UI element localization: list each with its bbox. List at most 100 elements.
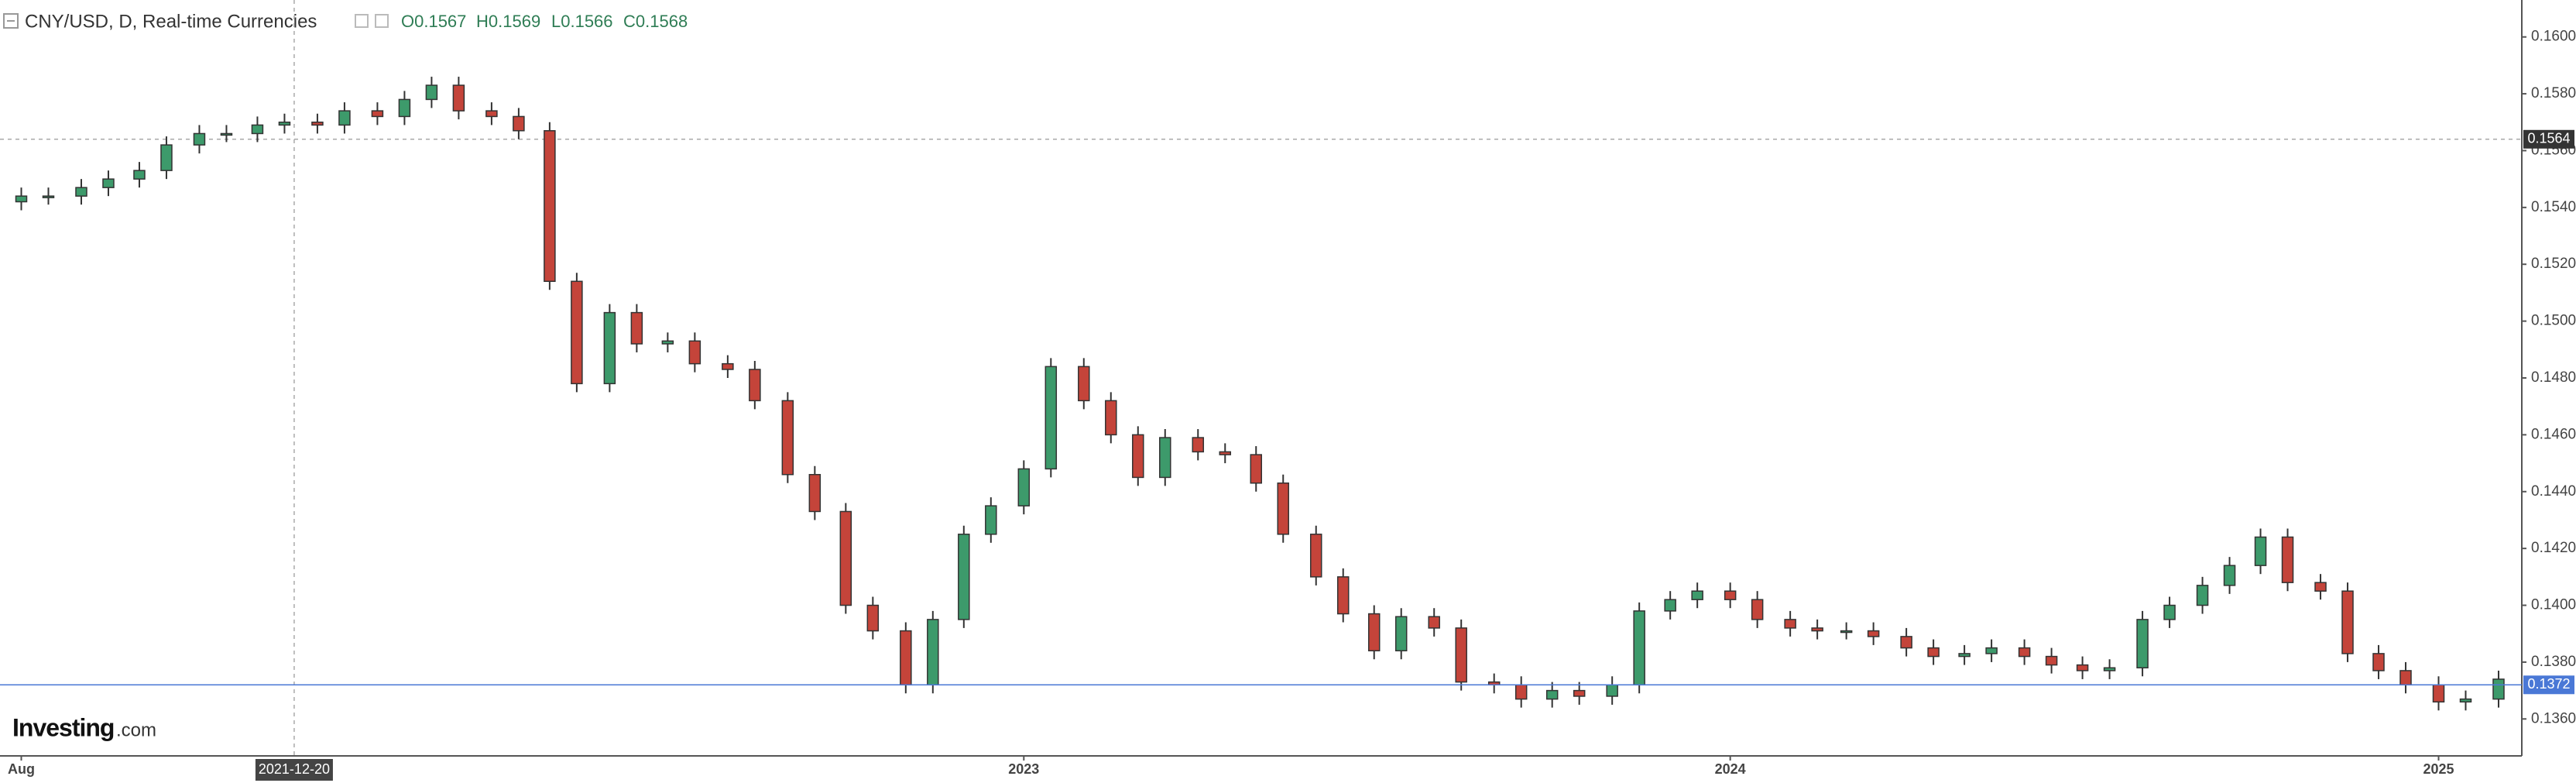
candle-body xyxy=(1132,434,1144,479)
y-tick-label: 0.1460 xyxy=(2531,426,2576,442)
collapse-icon[interactable] xyxy=(3,13,19,29)
candle-body xyxy=(985,505,997,535)
candle-body xyxy=(338,110,351,126)
candle-body xyxy=(513,115,525,132)
y-tick-label: 0.1500 xyxy=(2531,313,2576,329)
candle-body xyxy=(722,362,734,370)
candle-body xyxy=(311,122,324,126)
y-tick-label: 0.1400 xyxy=(2531,597,2576,613)
candle-body xyxy=(630,311,643,345)
candle-body xyxy=(102,178,115,188)
candle-body xyxy=(2076,664,2089,671)
candle-body xyxy=(371,110,384,118)
close-icon[interactable] xyxy=(375,14,389,28)
last-price-label: 0.1372 xyxy=(2527,676,2570,692)
candle-body xyxy=(1250,454,1263,484)
candle-body xyxy=(2459,698,2472,703)
candle-body xyxy=(1664,599,1676,612)
candle-body xyxy=(571,280,583,385)
candle-body xyxy=(133,170,146,180)
candle-body xyxy=(2045,655,2058,666)
last-price-box xyxy=(2523,675,2574,695)
candle-body xyxy=(1840,630,1853,634)
candle-body xyxy=(661,340,674,345)
candle-body xyxy=(1105,400,1117,436)
candle-body xyxy=(1751,599,1764,620)
symbol-title: CNY/USD, D, Real-time Currencies xyxy=(25,11,317,32)
candle-body xyxy=(900,630,912,686)
candle-body xyxy=(2281,536,2294,583)
candle-body xyxy=(1044,366,1058,470)
candle-body xyxy=(193,132,206,146)
candle-body xyxy=(1724,590,1737,600)
candle-body xyxy=(1336,576,1350,615)
y-tick-label: 0.1540 xyxy=(2531,199,2576,215)
candle-body xyxy=(927,619,939,686)
candle-body xyxy=(1545,689,1559,700)
candle-body xyxy=(603,311,616,385)
candle-body xyxy=(1277,483,1289,535)
crosshair-price-label: 0.1564 xyxy=(2527,131,2570,146)
candle-body xyxy=(2223,565,2236,586)
candle-body xyxy=(1219,451,1232,455)
crosshair-date-label: 2021-12-20 xyxy=(259,761,330,777)
candle-body xyxy=(749,369,761,402)
candle-body xyxy=(839,510,852,606)
candle-body xyxy=(1078,366,1090,402)
candle-body xyxy=(688,340,701,365)
candle-body xyxy=(398,98,411,118)
candle-body xyxy=(1017,468,1031,507)
candle-body xyxy=(2372,653,2385,671)
ohlc-close: C0.1568 xyxy=(623,12,688,31)
ohlc-low: L0.1566 xyxy=(551,12,613,31)
candle-body xyxy=(1927,647,1940,658)
candle-body xyxy=(1428,616,1440,629)
candle-body xyxy=(781,400,794,476)
candle-body xyxy=(2103,667,2116,671)
x-tick-label: 2025 xyxy=(2423,761,2454,777)
candle-body xyxy=(2341,590,2354,654)
candle-body xyxy=(2399,670,2412,686)
candle-body xyxy=(15,195,28,203)
candle-body xyxy=(2492,678,2505,700)
y-tick-label: 0.1600 xyxy=(2531,29,2576,45)
candle-body xyxy=(1633,610,1645,686)
y-tick-label: 0.1420 xyxy=(2531,540,2576,556)
y-tick-label: 0.1360 xyxy=(2531,710,2576,726)
candle-body xyxy=(2314,582,2327,592)
candle-body xyxy=(251,124,264,135)
candle-body xyxy=(1514,684,1528,700)
crosshair-date-box xyxy=(255,759,333,781)
y-tick-label: 0.1580 xyxy=(2531,85,2576,101)
candle-body xyxy=(75,187,87,197)
candle-body xyxy=(2254,536,2267,566)
candle-body xyxy=(1811,627,1823,632)
candle-body xyxy=(866,604,880,632)
candle-body xyxy=(1394,616,1408,651)
candle-body xyxy=(1606,684,1618,697)
candle-body xyxy=(1958,653,1971,658)
y-tick-label: 0.1440 xyxy=(2531,483,2576,500)
settings-icon[interactable] xyxy=(355,14,369,28)
candle-body xyxy=(278,122,291,126)
ohlc-open: O0.1567 xyxy=(401,12,466,31)
candle-body xyxy=(808,474,822,513)
y-tick-label: 0.1380 xyxy=(2531,654,2576,670)
logo-brand: Investing xyxy=(12,713,114,741)
logo-suffix: .com xyxy=(116,719,156,740)
candle-body xyxy=(2018,647,2031,658)
candle-body xyxy=(1985,647,1998,654)
crosshair-price-box xyxy=(2523,129,2574,149)
candle-body xyxy=(544,130,556,282)
candle-body xyxy=(2432,684,2445,703)
candle-body xyxy=(485,110,498,118)
candle-body xyxy=(1867,630,1880,637)
candle-body xyxy=(2163,604,2176,620)
candle-body xyxy=(1691,590,1703,600)
candle-body xyxy=(452,84,465,112)
y-tick-label: 0.1480 xyxy=(2531,369,2576,386)
candle-body xyxy=(160,144,173,171)
x-tick-label: 2023 xyxy=(1008,761,1039,777)
